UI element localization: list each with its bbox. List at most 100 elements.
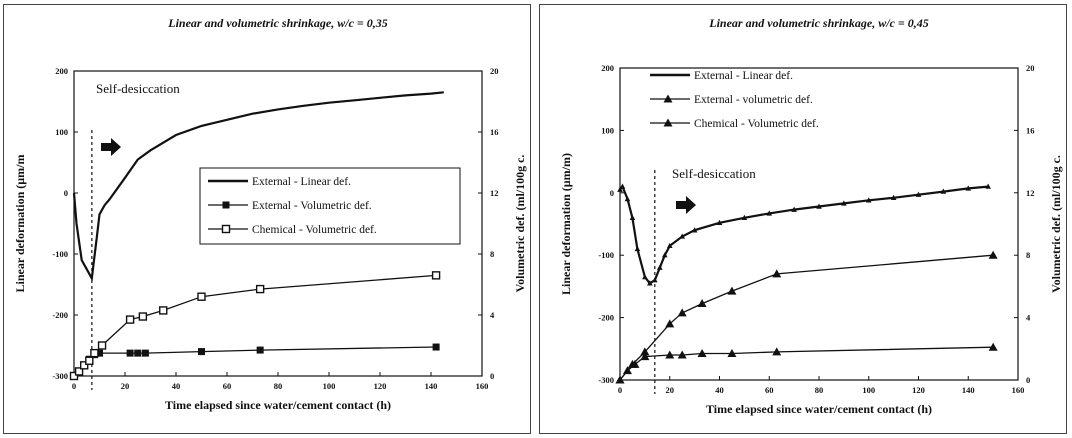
chart2-series-1-point — [634, 245, 641, 252]
chart2-series-1-point — [890, 194, 897, 200]
chart1-series-3-point — [85, 356, 94, 365]
chart2-x-tick-label: 0 — [618, 385, 622, 395]
chart2-series-1-point — [985, 183, 991, 189]
chart-left-svg: Linear and volumetric shrinkage, w/c = 0… — [13, 16, 527, 412]
chart2-series-2-point — [772, 347, 782, 356]
chart2-series-1-point — [915, 191, 922, 197]
chart2-series-3 — [615, 250, 998, 384]
chart2-y2-tick-label: 8 — [1026, 250, 1030, 260]
chart2-series-1-point — [716, 219, 723, 225]
chart2-series-3-point — [697, 299, 707, 308]
chart2-series-1-point — [642, 274, 648, 280]
chart1-series-2-point — [134, 349, 142, 357]
chart1-x-tick-label: 0 — [72, 381, 76, 391]
chart1-y-tick-label: -200 — [52, 310, 68, 320]
chart2-series-3-point — [640, 347, 650, 356]
chart2-series-1-point — [816, 203, 822, 209]
chart2-series-3-point — [988, 250, 998, 259]
chart1-series-2-point — [256, 346, 264, 354]
chart1-x-tick-label: 40 — [172, 381, 181, 391]
chart2-self-desiccation-label: Self-desiccation — [672, 166, 756, 181]
chart1-series-1 — [72, 91, 444, 282]
chart1-series-3-point — [125, 315, 135, 324]
chart2-x-tick-label: 160 — [1012, 385, 1025, 395]
chart2-series-1-point — [624, 196, 631, 202]
chart1-series-2-point — [96, 349, 103, 357]
chart2-series-1-point — [791, 206, 797, 212]
chart2-series-1-point — [652, 277, 658, 283]
chart2-legend-marker — [663, 94, 673, 103]
chart1-y2-tick-label: 8 — [490, 249, 494, 259]
chart2-series-2-point — [697, 348, 707, 357]
chart2-series-1-point — [629, 214, 636, 220]
chart1-legend-marker — [221, 224, 231, 234]
chart1-x-axis-label: Time elapsed since water/cement contact … — [165, 398, 391, 412]
chart2-y-tick-label: -300 — [598, 375, 614, 385]
chart2-y-tick-label: 0 — [610, 188, 614, 198]
chart2-x-tick-label: 100 — [862, 385, 875, 395]
chart2-series-3-point — [627, 359, 637, 368]
chart2-y2-tick-label: 12 — [1026, 188, 1035, 198]
chart1-y-tick-label: 0 — [64, 188, 68, 198]
chart2-x-tick-label: 140 — [962, 385, 975, 395]
chart2-series-1-point — [617, 186, 623, 192]
chart2-y-tick-label: 100 — [601, 125, 614, 135]
chart2-legend-entry: External - volumetric def. — [694, 94, 813, 106]
chart2-series-3-point — [677, 308, 687, 317]
chart1-x-tick-label: 20 — [121, 381, 130, 391]
chart2-series-1-point — [841, 200, 847, 206]
chart1-x-tick-label: 160 — [476, 381, 489, 391]
chart1-series-3-point — [90, 348, 99, 358]
chart2-y2-tick-label: 4 — [1026, 313, 1031, 323]
chart2-series-1-point — [741, 214, 748, 220]
chart1-series-3 — [69, 271, 441, 381]
chart2-series-1-point — [965, 185, 972, 191]
chart2-y-tick-label: -200 — [598, 313, 614, 323]
chart2-x-tick-label: 60 — [765, 385, 774, 395]
chart2-series-1-point — [647, 280, 653, 286]
chart1-legend-entry: Chemical - Volumetric def. — [252, 224, 377, 236]
chart1-series-3-point — [159, 306, 168, 315]
chart1-y-tick-label: -100 — [52, 249, 68, 259]
chart2-title: Linear and volumetric shrinkage, w/c = 0… — [708, 16, 929, 30]
chart2-y2-tick-label: 20 — [1026, 63, 1035, 73]
chart2-series-1-point — [657, 264, 663, 270]
chart1-series-1-line — [72, 91, 444, 282]
chart1-y2-tick-label: 16 — [490, 127, 499, 137]
chart2-series-1-point — [619, 183, 626, 189]
chart-right-svg: Linear and volumetric shrinkage, w/c = 0… — [559, 16, 1063, 416]
chart2-series-2-point — [988, 342, 998, 351]
chart2-y2-axis-label: Volumetric def. (ml/100g c. — [1049, 155, 1063, 293]
chart1-right-arrow-icon — [101, 138, 121, 156]
chart2-plot-frame — [619, 67, 1019, 381]
chart1-y-tick-label: -300 — [52, 371, 68, 381]
chart2-series-3-point — [615, 375, 625, 384]
chart1-self-desiccation-label: Self-desiccation — [96, 81, 180, 96]
chart1-series-3-point — [197, 292, 206, 301]
chart2-y2-tick-label: 0 — [1026, 375, 1030, 385]
chart2-series-2-point — [665, 350, 675, 359]
chart1-series-2-point — [198, 348, 205, 356]
chart2-x-tick-label: 80 — [815, 385, 824, 395]
chart2-series-3-point — [772, 269, 782, 278]
chart2-x-tick-label: 20 — [666, 385, 675, 395]
chart1-x-tick-label: 120 — [374, 381, 387, 391]
chart2-series-2-point — [640, 352, 650, 361]
chart1-y2-tick-label: 20 — [490, 66, 499, 76]
chart1-series-2-point — [432, 343, 440, 351]
chart2-y-tick-label: 200 — [601, 63, 614, 73]
chart1-y2-axis-label: Volumetric def. (ml/100g c. — [513, 155, 527, 293]
chart2-x-tick-label: 40 — [715, 385, 724, 395]
chart2-series-1-point — [766, 210, 773, 216]
chart2-series-2-point — [677, 350, 687, 359]
chart1-x-tick-label: 60 — [223, 381, 232, 391]
chart2-y-axis-label: Linear deformation (µm/m) — [559, 153, 573, 295]
chart2-series-3-point — [665, 319, 675, 328]
chart1-series-3-point — [79, 361, 89, 370]
chart2-series-2-point — [727, 348, 737, 357]
chart1-series-2-point — [126, 349, 134, 357]
chart2-series-1-point — [666, 242, 673, 249]
chart1-x-tick-label: 80 — [274, 381, 283, 391]
chart1-series-3-point — [431, 271, 441, 280]
chart2-legend-entry: Chemical - Volumetric def. — [694, 118, 819, 130]
